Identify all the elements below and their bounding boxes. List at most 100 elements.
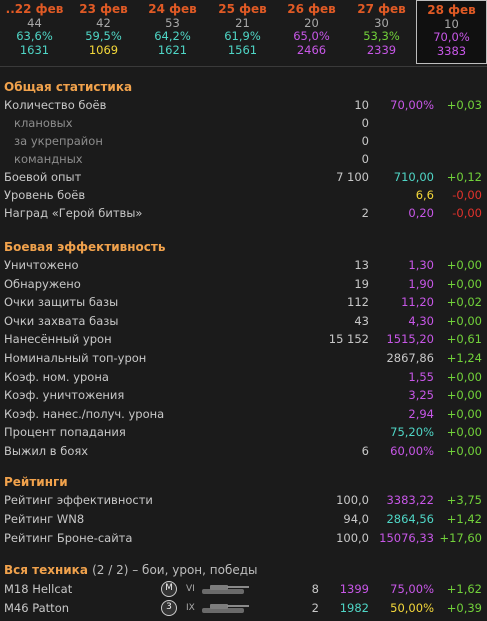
stat-value: 112 <box>347 295 369 310</box>
stat-label: Процент попадания <box>4 425 126 440</box>
stat-average: 2,94 <box>408 406 434 421</box>
vehicle-damage: 1982 <box>339 601 369 615</box>
stat-value: 0 <box>361 116 369 130</box>
day-winrate: 65,0% <box>293 29 330 43</box>
stat-label: Коэф. ном. урона <box>4 369 109 384</box>
stat-label: Нанесённый урон <box>4 332 112 347</box>
stat-average: 1515,20 <box>386 332 434 347</box>
stat-delta: +0,00 <box>446 406 482 421</box>
stat-average: 11,20 <box>401 295 434 310</box>
stat-row: Обнаружено 19 1,90 +0,00 <box>0 275 487 293</box>
day-tabs: ..22 фев 44 63,6% 1631 23 фев 42 59,5% 1069 24 ф… <box>0 0 487 64</box>
day-tab[interactable]: 23 фев 42 59,5% 1069 <box>69 0 138 64</box>
stat-average: 1,90 <box>408 276 434 291</box>
day-battles: 21 <box>235 15 250 30</box>
stat-average: 710,00 <box>393 170 434 184</box>
day-rating: 2339 <box>366 42 397 57</box>
stat-average: 70,00% <box>390 98 434 112</box>
stat-delta: +0,00 <box>446 444 482 458</box>
day-rating: 1561 <box>227 42 258 57</box>
stat-row: Номинальный топ-урон 2867,86 +1,24 <box>0 349 487 367</box>
stat-delta: +0,00 <box>446 388 482 403</box>
stat-delta: +0,03 <box>446 98 482 112</box>
stat-value: 2 <box>361 206 369 220</box>
stat-label: Рейтинг Броне-сайта <box>4 531 133 545</box>
day-winrate: 63,6% <box>16 29 53 43</box>
stat-label: командных <box>14 152 83 166</box>
vehicle-name: M18 Hellcat <box>4 582 73 596</box>
stat-average: 1,55 <box>408 369 434 384</box>
day-label: 25 фев <box>218 2 267 16</box>
stat-average: 0,20 <box>408 206 434 220</box>
stat-label: Уничтожено <box>4 258 79 272</box>
vehicle-row[interactable]: M18 Hellcat M VI 8 1399 75,00% +1,62 <box>0 580 487 598</box>
stat-value: 15 152 <box>328 332 369 347</box>
stat-average: 3383,22 <box>386 493 434 507</box>
day-rating: 1631 <box>19 42 50 57</box>
stat-label: Наград «Герой битвы» <box>4 206 143 220</box>
stat-label: Боевой опыт <box>4 170 82 184</box>
rating-row: Рейтинг WN8 94,0 2864,56 +1,42 <box>0 510 487 528</box>
stat-delta: +3,75 <box>446 493 482 507</box>
vehicle-battles: 2 <box>311 601 319 615</box>
stat-average: 3,25 <box>408 388 434 403</box>
stat-delta: +0,61 <box>446 332 482 347</box>
stat-row: Количество боёв 10 70,00% +0,03 <box>0 96 487 114</box>
stat-label: Рейтинг WN8 <box>4 512 85 526</box>
day-winrate: 59,5% <box>85 29 122 43</box>
stat-value: 94,0 <box>343 512 369 526</box>
day-label: 24 фев <box>148 2 197 16</box>
section-title: Вся техника (2 / 2) – бои, урон, победы <box>4 563 258 577</box>
stat-row: Очки захвата базы 43 4,30 +0,00 <box>0 312 487 330</box>
day-tab[interactable]: 28 фев 10 70,0% 3383 <box>416 0 487 64</box>
vehicle-delta: +0,39 <box>446 601 482 615</box>
stat-label: Коэф. нанес./получ. урона <box>4 406 165 421</box>
divider <box>0 66 487 67</box>
rating-row: Рейтинг Броне-сайта 100,0 15076,33 +17,60 <box>0 529 487 547</box>
day-label: 28 фев <box>427 3 476 17</box>
stat-value: 19 <box>354 276 369 291</box>
stat-row: за укрепрайон 0 <box>0 132 487 150</box>
stat-delta: +1,42 <box>446 512 482 526</box>
day-winrate: 61,9% <box>224 29 261 43</box>
stat-label: Очки захвата базы <box>4 313 119 328</box>
stat-delta: +0,00 <box>446 425 482 440</box>
stat-row: Уровень боёв 6,6 -0,00 <box>0 186 487 204</box>
stat-value: 100,0 <box>336 531 369 545</box>
stat-delta: -0,00 <box>452 206 482 220</box>
stat-delta: +0,00 <box>446 276 482 291</box>
stat-row: Коэф. ном. урона 1,55 +0,00 <box>0 368 487 386</box>
day-rating: 3383 <box>436 43 467 58</box>
day-winrate: 70,0% <box>433 30 470 44</box>
stat-value: 6 <box>361 444 369 458</box>
day-tab[interactable]: 25 фев 21 61,9% 1561 <box>208 0 277 64</box>
day-tab[interactable]: 26 фев 20 65,0% 2466 <box>277 0 346 64</box>
stat-row: Боевой опыт 7 100 710,00 +0,12 <box>0 168 487 186</box>
stat-average: 15076,33 <box>379 531 434 545</box>
stat-row: клановых 0 <box>0 114 487 132</box>
stat-value: 10 <box>354 98 369 112</box>
day-label: ..22 фев <box>5 2 64 16</box>
stat-average: 2867,86 <box>386 351 434 365</box>
vehicles-count: (2 / 2) <box>92 563 133 577</box>
day-battles: 44 <box>27 15 42 30</box>
day-label: 26 фев <box>287 2 336 16</box>
stat-delta: -0,00 <box>452 188 482 202</box>
vehicle-winrate: 75,00% <box>390 582 434 596</box>
day-battles: 53 <box>165 15 180 30</box>
day-rating: 1069 <box>88 42 119 57</box>
stat-average: 6,6 <box>415 188 434 202</box>
stat-delta: +0,02 <box>446 295 482 310</box>
day-tab[interactable]: ..22 фев 44 63,6% 1631 <box>0 0 69 64</box>
stat-delta: +17,60 <box>439 531 482 545</box>
stat-label: Номинальный топ-урон <box>4 351 147 365</box>
stat-row: командных 0 <box>0 150 487 168</box>
stat-value: 100,0 <box>336 493 369 507</box>
vehicle-row[interactable]: M46 Patton 3 IX 2 1982 50,00% +0,39 <box>0 599 487 617</box>
day-tab[interactable]: 24 фев 53 64,2% 1621 <box>138 0 207 64</box>
day-tab[interactable]: 27 фев 30 53,3% 2339 <box>347 0 416 64</box>
vehicle-delta: +1,62 <box>446 582 482 596</box>
stat-delta: +0,00 <box>446 258 482 272</box>
day-label: 23 фев <box>79 2 128 16</box>
stat-value: 43 <box>354 313 369 328</box>
